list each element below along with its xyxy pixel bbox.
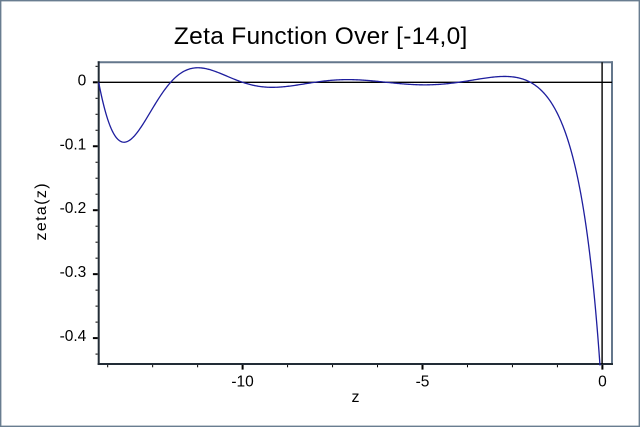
svg-text:-0.1: -0.1 (60, 136, 87, 153)
svg-text:0: 0 (78, 72, 87, 89)
svg-text:-0.4: -0.4 (60, 328, 87, 345)
svg-text:-10: -10 (231, 373, 254, 390)
svg-text:-0.3: -0.3 (60, 264, 87, 281)
svg-text:0: 0 (598, 373, 607, 390)
svg-text:-0.2: -0.2 (60, 200, 87, 217)
svg-text:zeta(z): zeta(z) (33, 182, 50, 240)
svg-text:Zeta Function Over [-14,0]: Zeta Function Over [-14,0] (174, 23, 468, 50)
svg-text:-5: -5 (416, 373, 430, 390)
svg-text:z: z (352, 389, 360, 406)
